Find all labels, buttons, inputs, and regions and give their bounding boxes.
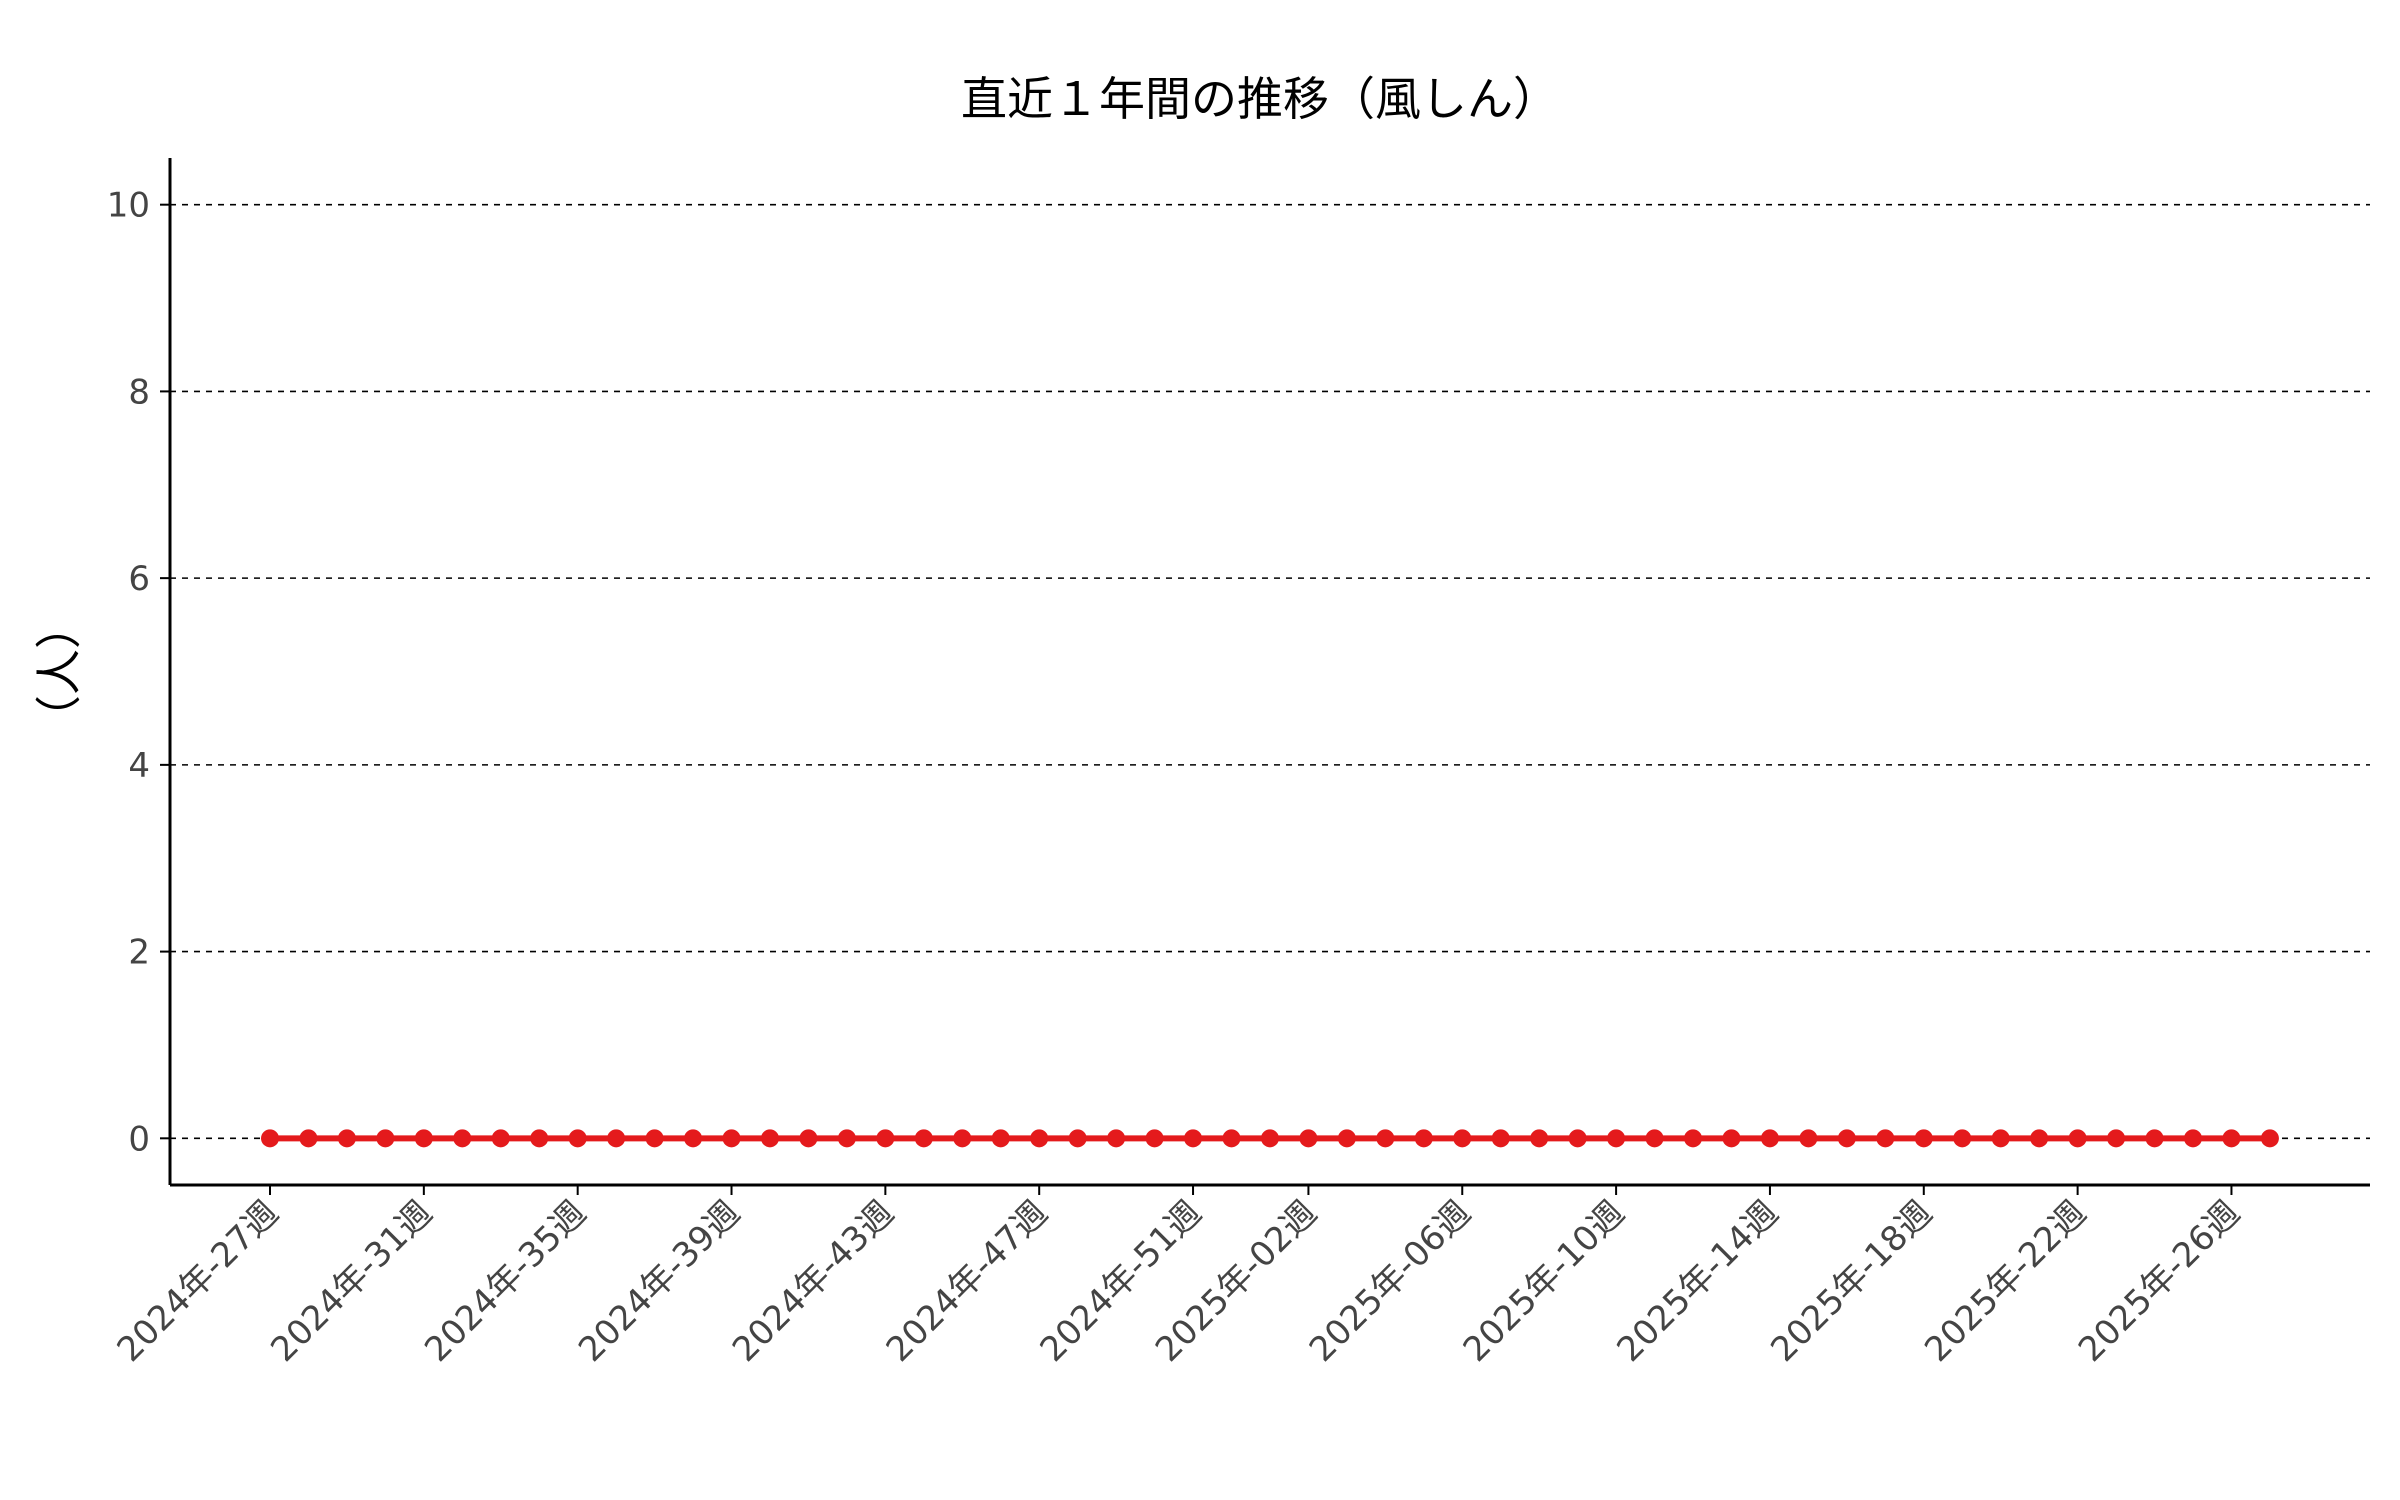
data-point: [1414, 1129, 1433, 1148]
y-tick-label: 10: [107, 186, 150, 226]
data-point: [2184, 1129, 2202, 1148]
data-point: [684, 1129, 703, 1148]
data-point: [1337, 1129, 1356, 1148]
x-tick-label: 2025年-26週: [2071, 1193, 2248, 1370]
x-tick-label: 2025年-10週: [1456, 1193, 1633, 1370]
data-point: [1184, 1129, 1203, 1148]
data-point: [1684, 1129, 1703, 1148]
series: [261, 1129, 2279, 1148]
data-point: [2145, 1129, 2164, 1148]
data-point: [1030, 1129, 1049, 1148]
chart-title: 直近１年間の推移（風しん）: [961, 72, 1559, 126]
data-point: [1568, 1129, 1587, 1148]
y-tick-label: 6: [128, 559, 150, 599]
y-tick-label: 8: [128, 372, 150, 412]
data-point: [337, 1129, 356, 1148]
data-point: [1068, 1129, 1087, 1148]
data-point: [1260, 1129, 1279, 1148]
y-axis-ticks: 0 2 4 6 8 10: [107, 186, 170, 1159]
y-tick-label: 2: [128, 933, 150, 973]
data-point: [376, 1129, 395, 1148]
data-point: [1491, 1129, 1510, 1148]
data-point: [414, 1129, 433, 1148]
data-point: [1991, 1129, 2010, 1148]
data-point: [1953, 1129, 1972, 1148]
data-point: [760, 1129, 779, 1148]
y-axis-label: （人）: [32, 603, 86, 741]
data-point: [914, 1129, 933, 1148]
data-point: [1530, 1129, 1549, 1148]
data-point: [1799, 1129, 1818, 1148]
data-point: [2222, 1129, 2241, 1148]
data-point: [991, 1129, 1010, 1148]
x-tick-label: 2024年-47週: [879, 1193, 1056, 1370]
data-point: [1299, 1129, 1318, 1148]
data-point: [453, 1129, 472, 1148]
data-point: [799, 1129, 818, 1148]
x-tick-label: 2025年-06週: [1302, 1193, 1479, 1370]
data-point: [2030, 1129, 2049, 1148]
data-point: [607, 1129, 626, 1148]
data-point: [1760, 1129, 1779, 1148]
data-point: [722, 1129, 741, 1148]
data-point: [2068, 1129, 2087, 1148]
data-point: [876, 1129, 895, 1148]
data-point: [491, 1129, 510, 1148]
data-point: [837, 1129, 856, 1148]
data-point: [568, 1129, 587, 1148]
gridlines: [170, 203, 2370, 1140]
x-tick-label: 2025年-14週: [1609, 1193, 1786, 1370]
x-tick-label: 2024年-43週: [725, 1193, 902, 1370]
x-tick-label: 2024年-35週: [417, 1193, 594, 1370]
x-tick-label: 2024年-39週: [571, 1193, 748, 1370]
data-point: [1722, 1129, 1741, 1148]
axes: [168, 158, 2370, 1187]
data-point: [1607, 1129, 1626, 1148]
data-point: [1837, 1129, 1856, 1148]
y-tick-label: 4: [128, 746, 150, 786]
x-tick-label: 2025年-22週: [1917, 1193, 2094, 1370]
data-point: [2260, 1129, 2279, 1148]
data-point: [1914, 1129, 1933, 1148]
data-point: [1222, 1129, 1241, 1148]
x-tick-label: 2025年-18週: [1763, 1193, 1940, 1370]
x-axis-ticks: 2024年-27週2024年-31週2024年-35週2024年-39週2024…: [110, 1185, 2248, 1370]
data-point: [1453, 1129, 1472, 1148]
data-point: [1376, 1129, 1395, 1148]
data-point: [1107, 1129, 1126, 1148]
x-tick-label: 2024年-31週: [263, 1193, 440, 1370]
data-point: [645, 1129, 664, 1148]
data-point: [1145, 1129, 1164, 1148]
data-point: [530, 1129, 549, 1148]
x-tick-label: 2024年-27週: [110, 1193, 287, 1370]
data-point: [2107, 1129, 2126, 1148]
data-point: [1876, 1129, 1895, 1148]
data-point: [1645, 1129, 1664, 1148]
y-tick-label: 0: [128, 1119, 150, 1159]
data-point: [261, 1129, 279, 1148]
data-point: [299, 1129, 318, 1148]
data-point: [953, 1129, 972, 1148]
